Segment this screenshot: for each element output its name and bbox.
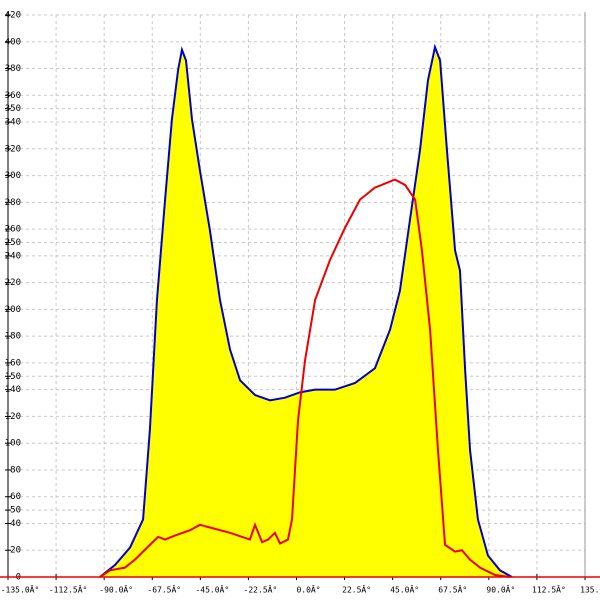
y-tick-label: 80 <box>10 465 21 475</box>
y-tick-label: 40 <box>10 519 21 529</box>
x-tick-label: 45.0Â° <box>390 584 419 595</box>
y-tick-label: 160 <box>5 358 21 368</box>
y-tick-label: 300 <box>5 171 21 181</box>
y-tick-label: 250 <box>5 238 21 248</box>
y-tick-label: 340 <box>5 118 21 128</box>
y-tick-label: 400 <box>5 37 21 47</box>
y-tick-label: 60 <box>10 492 21 502</box>
x-tick-label: 22.5Â° <box>342 584 371 595</box>
x-tick-label: -90.0Â° <box>99 584 133 595</box>
y-tick-label: 120 <box>5 412 21 422</box>
y-tick-label: 140 <box>5 385 21 395</box>
y-tick-label: 260 <box>5 225 21 235</box>
y-tick-label: 150 <box>5 372 21 382</box>
x-tick-label: -45.0Â° <box>195 584 229 595</box>
y-tick-label: 360 <box>5 91 21 101</box>
x-tick-label: 90.0Â° <box>486 584 515 595</box>
x-tick-label: -112.5Â° <box>49 584 88 595</box>
x-tick-label: 135.0Â° <box>580 584 600 595</box>
y-tick-label: 280 <box>5 198 21 208</box>
y-tick-label: 220 <box>5 278 21 288</box>
y-tick-label: 20 <box>10 546 21 556</box>
area <box>99 47 512 578</box>
x-tick-label: -22.5Â° <box>244 584 278 595</box>
y-tick-label: 200 <box>5 305 21 315</box>
y-tick-label: 100 <box>5 439 21 449</box>
y-tick-label: 320 <box>5 144 21 154</box>
y-tick-label: 380 <box>5 64 21 74</box>
series-line <box>99 43 513 578</box>
y-tick-label: 180 <box>5 332 21 342</box>
x-tick-label: -135.0Â° <box>1 584 40 595</box>
series-line <box>99 178 511 578</box>
x-tick-label: -67.5Â° <box>147 584 181 595</box>
y-tick-label: 50 <box>10 506 21 516</box>
y-tick-label: 240 <box>5 251 21 261</box>
y-tick-label: 420 <box>5 11 21 21</box>
y-tick-label: 350 <box>5 104 21 114</box>
x-tick-label: 67.5Â° <box>438 584 467 595</box>
x-tick-label: 112.5Â° <box>532 584 566 595</box>
x-tick-label: 0.0Â° <box>296 584 320 595</box>
